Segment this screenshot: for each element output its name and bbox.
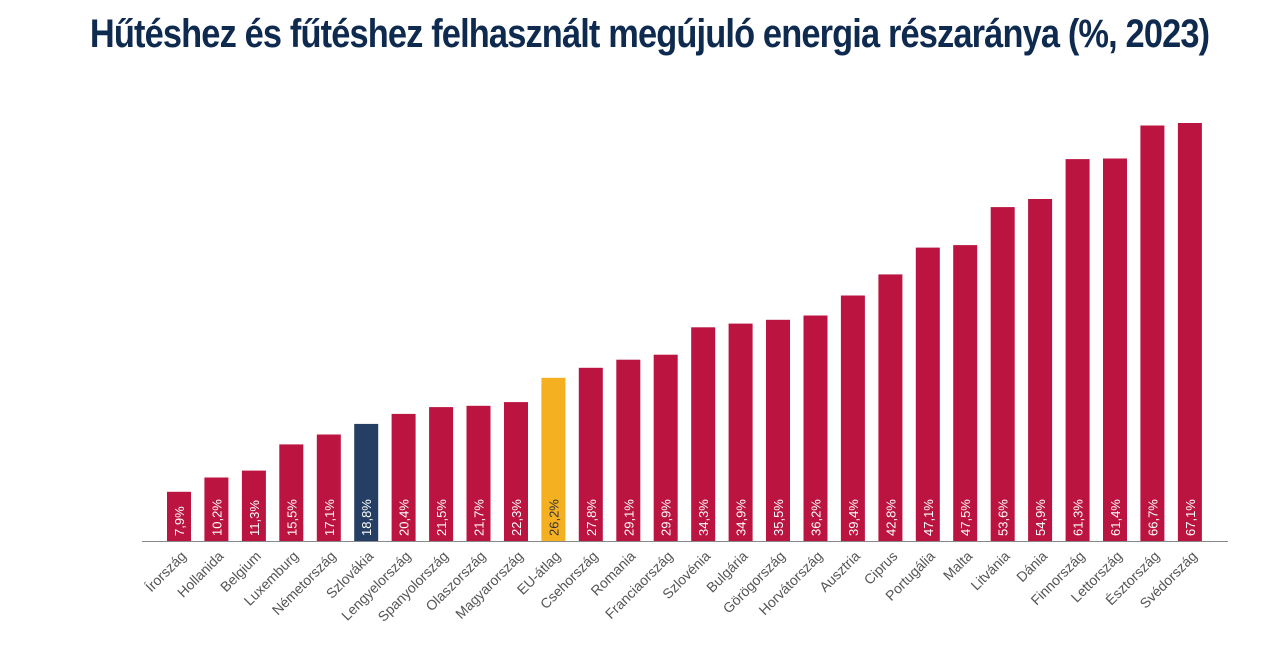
bar [316,434,341,541]
bar [1103,158,1127,541]
bar [429,407,454,541]
data-label: 47,1% [921,499,936,536]
data-label: 17,1% [322,499,337,536]
bar [803,315,828,541]
data-label: 18,8% [359,499,374,536]
bar [653,354,678,541]
data-label: 27,8% [584,499,599,536]
x-tick-label: Ausztria [816,548,863,595]
data-label: 22,3% [509,499,524,536]
bar [1140,125,1165,541]
data-label: 42,8% [883,499,898,536]
bar [541,377,566,541]
data-label: 61,4% [1108,499,1123,536]
data-label: 61,3% [1071,499,1086,536]
data-label: 34,3% [696,499,711,536]
data-label: 15,5% [284,499,299,536]
data-label: 10,2% [209,499,224,536]
data-label: 7,9% [172,506,187,536]
data-label: 26,2% [546,499,561,536]
bar [391,413,416,541]
bar [466,405,491,541]
data-label: 21,5% [434,499,449,536]
bar [691,327,716,541]
bar [1177,123,1202,541]
bar [990,207,1015,541]
x-tick-label: Litvánia [967,548,1013,594]
data-label: 47,5% [958,499,973,536]
bar [766,319,790,541]
data-label: 11,3% [247,500,262,536]
data-label: 39,4% [846,499,861,536]
bar [728,323,753,541]
bar [204,477,229,541]
bar [167,491,191,541]
data-label: 35,5% [771,499,786,536]
bar [279,444,304,541]
data-label: 29,9% [659,499,674,536]
bar [915,247,940,541]
bar [241,470,266,541]
bar [878,274,903,541]
data-label: 67,1% [1183,499,1198,536]
bar [953,245,978,541]
data-label: 29,1% [621,499,636,536]
data-label: 36,2% [809,499,824,536]
data-label: 54,9% [1033,499,1048,536]
data-label: 21,7% [472,499,487,536]
data-label: 34,9% [734,499,749,536]
bar [354,423,379,541]
bar [1028,199,1053,541]
bar [504,402,528,541]
data-label: 53,6% [996,499,1011,536]
bar [1065,159,1090,541]
chart-title: Hűtéshez és fűtéshez felhasznált megújul… [89,12,1210,56]
bar [578,367,603,541]
data-label: 66,7% [1145,499,1160,536]
bar [616,359,641,541]
data-label: 20,4% [397,499,412,536]
bar [840,295,865,541]
